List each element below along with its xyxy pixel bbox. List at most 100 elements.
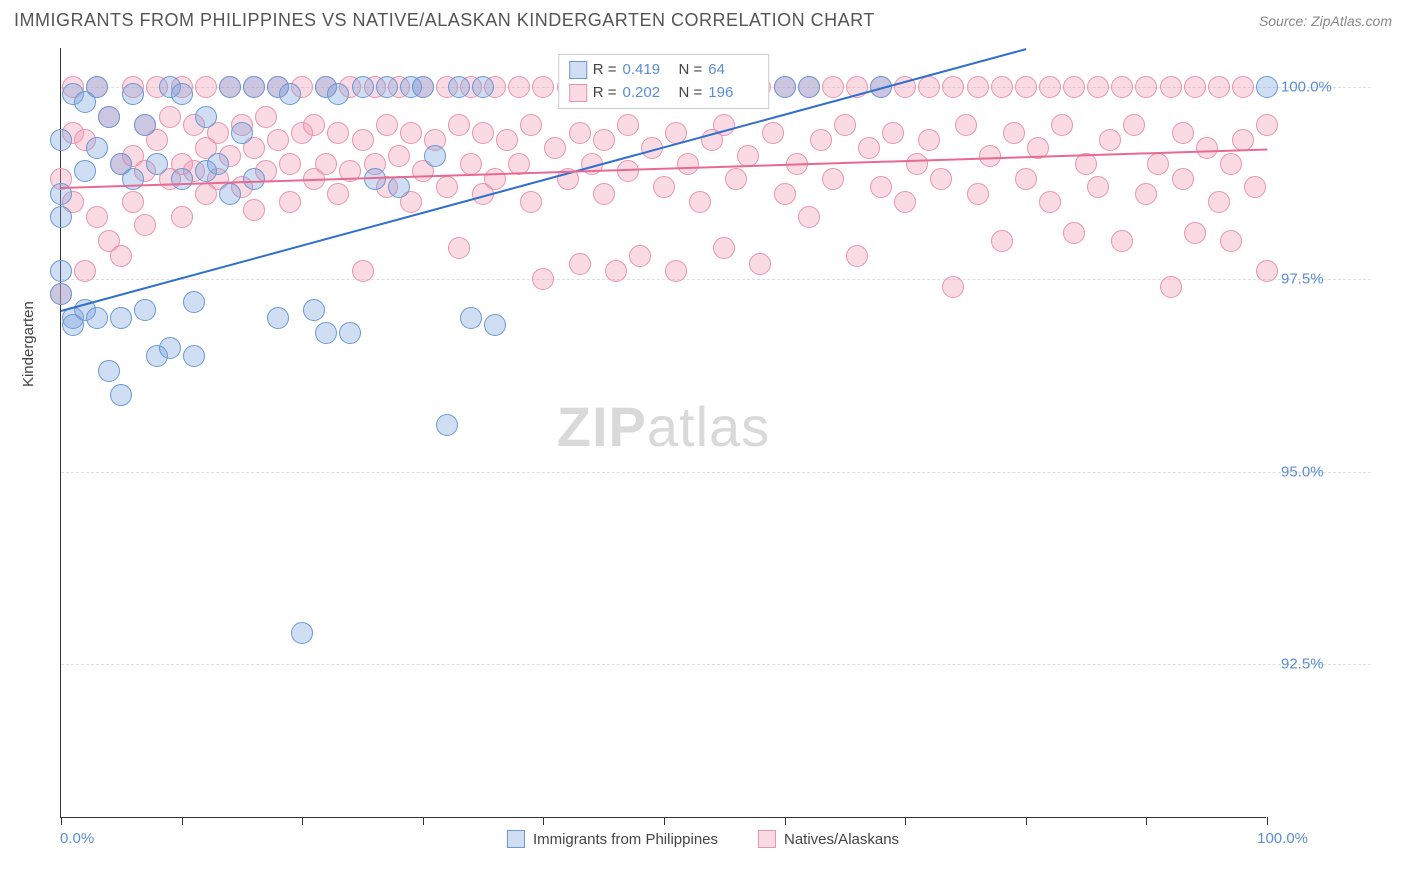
x-tick (423, 817, 424, 825)
y-tick-label: 92.5% (1281, 656, 1324, 673)
scatter-point-natives (1147, 153, 1169, 175)
x-axis-max-label: 100.0% (1257, 830, 1308, 847)
scatter-point-natives (327, 122, 349, 144)
legend-item-philippines: Immigrants from Philippines (507, 830, 718, 848)
scatter-point-natives (882, 122, 904, 144)
legend-swatch-natives (758, 830, 776, 848)
scatter-point-philippines (50, 129, 72, 151)
chart-header: IMMIGRANTS FROM PHILIPPINES VS NATIVE/AL… (14, 10, 1392, 31)
scatter-point-natives (906, 153, 928, 175)
scatter-point-philippines (207, 153, 229, 175)
scatter-point-philippines (231, 122, 253, 144)
scatter-point-natives (279, 153, 301, 175)
scatter-point-natives (930, 168, 952, 190)
scatter-point-natives (870, 176, 892, 198)
scatter-point-natives (315, 153, 337, 175)
scatter-point-philippines (50, 283, 72, 305)
scatter-point-philippines (219, 183, 241, 205)
scatter-point-philippines (267, 307, 289, 329)
scatter-point-philippines (376, 76, 398, 98)
scatter-point-natives (1087, 76, 1109, 98)
scatter-point-natives (1172, 168, 1194, 190)
scatter-point-natives (1172, 122, 1194, 144)
scatter-point-philippines (1256, 76, 1278, 98)
scatter-point-natives (1111, 76, 1133, 98)
scatter-point-natives (448, 114, 470, 136)
plot-area: 100.0%97.5%95.0%92.5% ZIPatlas R =0.419N… (60, 48, 1266, 818)
scatter-point-philippines (327, 83, 349, 105)
scatter-point-natives (1208, 191, 1230, 213)
scatter-point-philippines (146, 153, 168, 175)
scatter-point-natives (352, 260, 374, 282)
scatter-point-natives (1256, 260, 1278, 282)
correlation-legend: R =0.419N =64R =0.202N =196 (558, 54, 770, 109)
series-legend: Immigrants from Philippines Natives/Alask… (507, 830, 899, 848)
grid-line (61, 664, 1371, 665)
scatter-plot: 100.0%97.5%95.0%92.5% (61, 48, 1266, 817)
n-value: 196 (708, 82, 758, 105)
scatter-point-natives (1184, 76, 1206, 98)
scatter-point-philippines (183, 345, 205, 367)
scatter-point-natives (134, 214, 156, 236)
scatter-point-natives (1160, 276, 1182, 298)
scatter-point-natives (460, 153, 482, 175)
scatter-point-natives (1099, 129, 1121, 151)
scatter-point-philippines (134, 114, 156, 136)
r-label: R = (593, 59, 617, 82)
scatter-point-philippines (50, 260, 72, 282)
scatter-point-natives (569, 122, 591, 144)
scatter-point-natives (822, 76, 844, 98)
scatter-point-natives (520, 191, 542, 213)
n-label: N = (679, 82, 703, 105)
scatter-point-natives (834, 114, 856, 136)
scatter-point-natives (267, 129, 289, 151)
scatter-point-natives (713, 237, 735, 259)
scatter-point-natives (1160, 76, 1182, 98)
scatter-point-natives (436, 176, 458, 198)
scatter-point-natives (1063, 76, 1085, 98)
scatter-point-natives (1111, 230, 1133, 252)
source-attribution: Source: ZipAtlas.com (1259, 13, 1392, 29)
scatter-point-natives (593, 183, 615, 205)
scatter-point-natives (1015, 76, 1037, 98)
r-label: R = (593, 82, 617, 105)
scatter-point-philippines (86, 76, 108, 98)
scatter-point-natives (822, 168, 844, 190)
scatter-point-philippines (110, 384, 132, 406)
scatter-point-philippines (303, 299, 325, 321)
legend-label: Immigrants from Philippines (533, 831, 718, 848)
x-tick (785, 817, 786, 825)
scatter-point-natives (159, 106, 181, 128)
scatter-point-natives (388, 145, 410, 167)
legend-item-natives: Natives/Alaskans (758, 830, 899, 848)
scatter-point-philippines (134, 299, 156, 321)
scatter-point-natives (617, 160, 639, 182)
scatter-point-philippines (183, 291, 205, 313)
scatter-point-natives (629, 245, 651, 267)
scatter-point-philippines (159, 337, 181, 359)
scatter-point-natives (400, 122, 422, 144)
scatter-point-natives (810, 129, 832, 151)
legend-swatch-philippines (507, 830, 525, 848)
scatter-point-philippines (352, 76, 374, 98)
scatter-point-natives (569, 253, 591, 275)
scatter-point-philippines (436, 414, 458, 436)
r-value: 0.202 (623, 82, 673, 105)
scatter-point-natives (1123, 114, 1145, 136)
scatter-point-natives (195, 76, 217, 98)
scatter-point-philippines (74, 160, 96, 182)
scatter-point-philippines (472, 76, 494, 98)
scatter-point-natives (991, 230, 1013, 252)
y-tick-label: 97.5% (1281, 271, 1324, 288)
scatter-point-natives (762, 122, 784, 144)
x-tick (182, 817, 183, 825)
scatter-point-natives (677, 153, 699, 175)
scatter-point-natives (496, 129, 518, 151)
scatter-point-natives (918, 129, 940, 151)
scatter-point-natives (689, 191, 711, 213)
scatter-point-natives (605, 260, 627, 282)
x-tick (1026, 817, 1027, 825)
scatter-point-natives (1039, 76, 1061, 98)
scatter-point-natives (544, 137, 566, 159)
x-tick (905, 817, 906, 825)
